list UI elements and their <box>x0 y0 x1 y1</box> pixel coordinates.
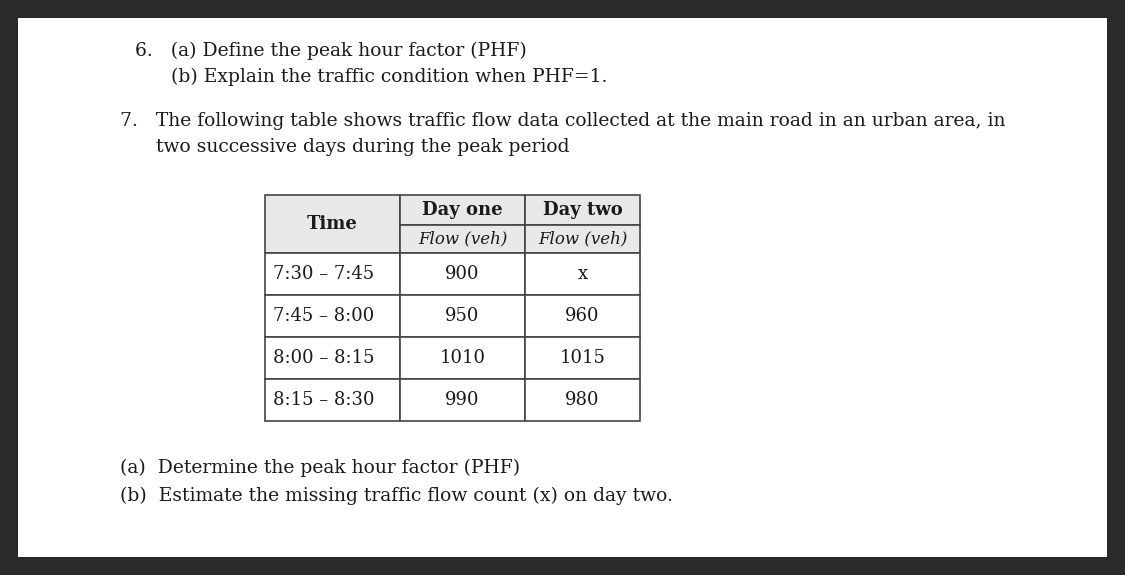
Bar <box>266 295 400 337</box>
Bar <box>400 379 525 421</box>
Bar <box>266 379 400 421</box>
Text: 980: 980 <box>565 391 600 409</box>
Text: 7.   The following table shows traffic flow data collected at the main road in a: 7. The following table shows traffic flo… <box>120 112 1006 130</box>
Text: 1015: 1015 <box>559 349 605 367</box>
Text: Flow (veh): Flow (veh) <box>417 231 507 247</box>
Bar <box>525 253 640 295</box>
Text: Day two: Day two <box>542 201 622 219</box>
Bar <box>400 337 525 379</box>
Bar <box>266 195 400 253</box>
Text: 960: 960 <box>565 307 600 325</box>
Bar <box>525 337 640 379</box>
Text: two successive days during the peak period: two successive days during the peak peri… <box>120 138 569 156</box>
Text: 8:00 – 8:15: 8:00 – 8:15 <box>273 349 375 367</box>
Bar <box>266 337 400 379</box>
Text: Day one: Day one <box>422 201 503 219</box>
Text: (b) Explain the traffic condition when PHF=1.: (b) Explain the traffic condition when P… <box>135 68 608 86</box>
Text: 1010: 1010 <box>440 349 486 367</box>
Bar <box>525 379 640 421</box>
Bar <box>266 253 400 295</box>
Text: 950: 950 <box>446 307 479 325</box>
Bar <box>525 225 640 253</box>
Text: 6.   (a) Define the peak hour factor (PHF): 6. (a) Define the peak hour factor (PHF) <box>135 42 526 60</box>
Bar <box>400 225 525 253</box>
Text: 8:15 – 8:30: 8:15 – 8:30 <box>273 391 375 409</box>
Bar <box>525 195 640 225</box>
Bar <box>525 295 640 337</box>
Text: 990: 990 <box>446 391 479 409</box>
Text: 7:45 – 8:00: 7:45 – 8:00 <box>273 307 375 325</box>
Text: Flow (veh): Flow (veh) <box>538 231 628 247</box>
Bar <box>400 295 525 337</box>
Bar <box>400 253 525 295</box>
Text: (a)  Determine the peak hour factor (PHF): (a) Determine the peak hour factor (PHF) <box>120 459 520 477</box>
Text: 900: 900 <box>446 265 479 283</box>
Text: Time: Time <box>307 215 358 233</box>
Text: 7:30 – 7:45: 7:30 – 7:45 <box>273 265 375 283</box>
Bar <box>400 195 525 225</box>
Text: (b)  Estimate the missing traffic flow count (x) on day two.: (b) Estimate the missing traffic flow co… <box>120 487 673 505</box>
Text: x: x <box>577 265 587 283</box>
